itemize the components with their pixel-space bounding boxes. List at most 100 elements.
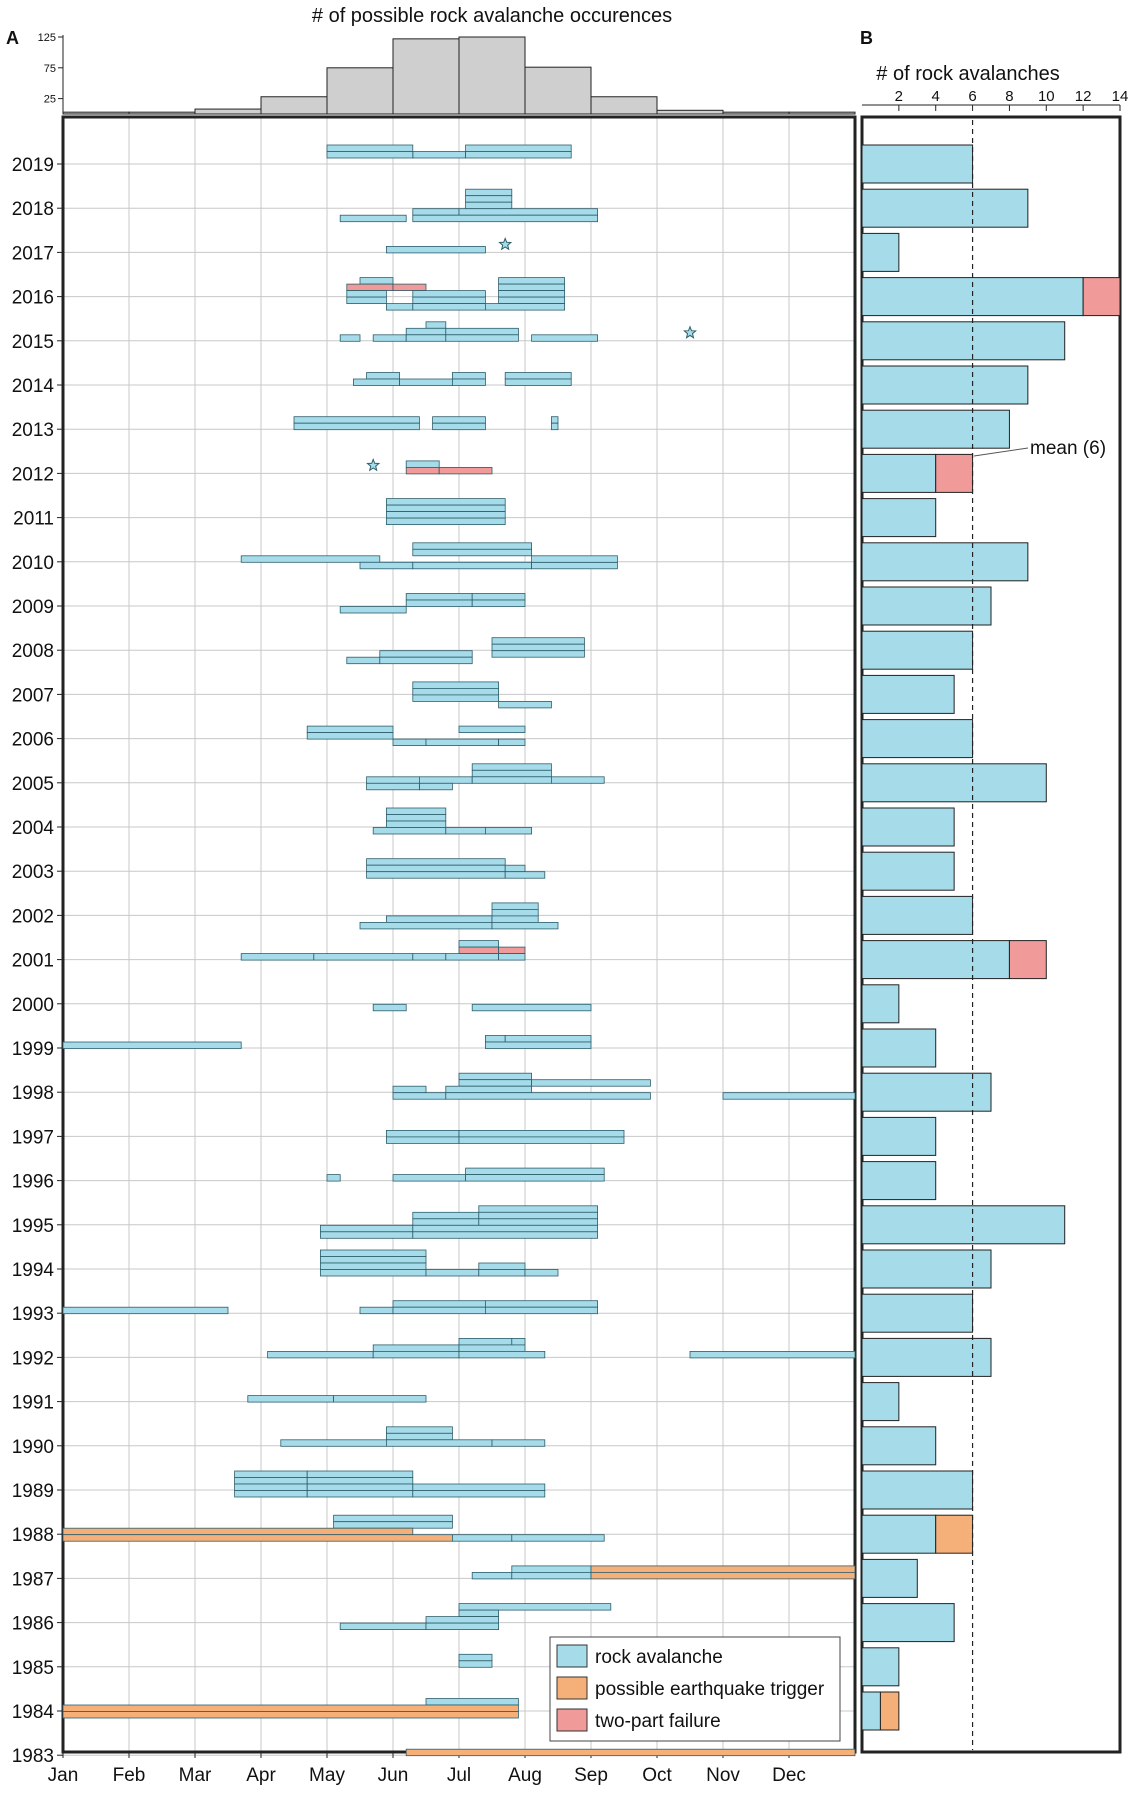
counts-x-tick-label-2: 2 — [895, 88, 903, 105]
interval-2018-5 — [339, 214, 407, 223]
interval-2003-2 — [504, 864, 526, 873]
interval-2002-3 — [491, 915, 539, 923]
interval-2017-0 — [385, 245, 486, 254]
interval-2004-0 — [385, 807, 447, 815]
interval-1989-0 — [234, 1470, 308, 1478]
month-label-aug: Aug — [508, 1765, 542, 1786]
count-bar-1997-rock_avalanche — [861, 1116, 937, 1156]
interval-1999-0 — [484, 1035, 506, 1043]
interval-2016-1 — [498, 277, 566, 285]
month-label-sep: Sep — [574, 1765, 608, 1786]
count-bar-1994-rock_avalanche — [861, 1249, 992, 1289]
interval-1993-5 — [484, 1306, 598, 1315]
interval-2016-4 — [498, 283, 566, 292]
count-bar-2019-rock_avalanche — [861, 144, 974, 184]
interval-1999-2 — [62, 1041, 242, 1049]
interval-1992-3 — [458, 1344, 526, 1352]
month-label-oct: Oct — [642, 1765, 672, 1786]
interval-2013-3 — [293, 422, 420, 431]
interval-2002-4 — [359, 922, 493, 930]
count-bar-2009-rock_avalanche — [861, 586, 992, 626]
interval-2005-5 — [551, 776, 605, 784]
interval-1998-0 — [458, 1072, 532, 1081]
interval-1990-1 — [385, 1432, 453, 1441]
interval-1987-1 — [590, 1565, 856, 1573]
histogram-title: # of possible rock avalanche occurences — [312, 5, 672, 27]
interval-2009-3 — [471, 599, 526, 607]
interval-2016-12 — [412, 303, 486, 311]
interval-2004-3 — [372, 827, 447, 835]
year-label-1984: 1984 — [12, 1702, 55, 1723]
interval-2007-0 — [412, 681, 499, 689]
legend-box — [549, 1636, 841, 1742]
year-label-1988: 1988 — [12, 1525, 54, 1546]
interval-2005-3 — [418, 776, 473, 784]
count-bar-2016-two_part — [1082, 277, 1121, 317]
panel-b-label: B — [860, 28, 873, 48]
interval-1999-1 — [504, 1035, 592, 1043]
panel-a-label: A — [6, 28, 19, 48]
counts-x-tick-label-6: 6 — [968, 88, 976, 105]
count-bar-2002-rock_avalanche — [861, 895, 974, 935]
interval-1989-4 — [234, 1483, 308, 1491]
interval-2010-3 — [359, 561, 414, 570]
interval-1989-6 — [412, 1483, 546, 1491]
count-bar-1991-rock_avalanche — [861, 1382, 900, 1422]
interval-1995-0 — [478, 1205, 598, 1213]
interval-2016-2 — [346, 283, 394, 292]
interval-1983-0 — [405, 1748, 856, 1757]
histogram-y-tick-label-75: 75 — [44, 63, 56, 75]
interval-1995-3 — [412, 1218, 480, 1226]
interval-1988-1 — [333, 1521, 453, 1529]
year-label-1992: 1992 — [12, 1348, 54, 1369]
interval-2008-0 — [491, 637, 585, 645]
histogram-bar-nov — [722, 111, 790, 115]
interval-1991-0 — [247, 1395, 335, 1403]
count-bar-2012-rock_avalanche — [861, 453, 937, 493]
interval-1988-4 — [451, 1534, 513, 1542]
interval-1993-3 — [359, 1306, 394, 1315]
interval-1997-3 — [458, 1136, 625, 1144]
histogram-bar-jul — [458, 36, 526, 115]
year-label-2013: 2013 — [12, 420, 54, 441]
year-label-1998: 1998 — [12, 1083, 54, 1104]
interval-2012-1 — [405, 466, 440, 475]
interval-2004-5 — [484, 827, 532, 835]
histogram-bar-aug — [524, 66, 592, 115]
interval-1987-0 — [511, 1565, 592, 1573]
interval-2007-3 — [498, 701, 552, 709]
interval-1992-7 — [689, 1351, 856, 1359]
count-bar-2017-rock_avalanche — [861, 232, 900, 272]
interval-1994-5 — [425, 1269, 480, 1277]
year-label-2001: 2001 — [12, 951, 54, 972]
interval-2001-3 — [240, 953, 315, 961]
interval-2000-1 — [471, 1003, 592, 1012]
interval-2010-2 — [240, 555, 381, 563]
month-label-may: May — [309, 1765, 345, 1786]
interval-1991-1 — [333, 1395, 427, 1403]
year-label-1993: 1993 — [12, 1304, 54, 1325]
interval-1997-0 — [385, 1130, 460, 1138]
interval-1995-6 — [412, 1224, 598, 1233]
timeline-intervals — [62, 144, 856, 1757]
legend-swatch-earthquake — [556, 1676, 588, 1700]
count-bar-1996-rock_avalanche — [861, 1161, 937, 1201]
interval-2009-0 — [405, 593, 473, 601]
interval-1995-8 — [412, 1231, 598, 1239]
interval-2018-2 — [465, 201, 513, 210]
interval-2015-6 — [445, 334, 519, 342]
year-label-1990: 1990 — [12, 1437, 54, 1458]
counts-panel: 2 4 6 8 10 12 14 — [860, 88, 1128, 1754]
interval-1992-5 — [372, 1351, 460, 1359]
count-bar-1984-rock_avalanche — [861, 1691, 881, 1731]
interval-2016-8 — [346, 296, 387, 305]
count-bar-2001-two_part — [1008, 940, 1047, 980]
year-label-2000: 2000 — [12, 995, 54, 1016]
year-label-2019: 2019 — [12, 155, 54, 176]
legend-label-rock-avalanche: rock avalanche — [595, 1647, 723, 1668]
interval-1995-5 — [319, 1224, 414, 1233]
interval-2016-11 — [385, 303, 414, 311]
year-label-2011: 2011 — [13, 509, 54, 530]
month-label-feb: Feb — [113, 1765, 146, 1786]
interval-2002-0 — [491, 902, 539, 910]
